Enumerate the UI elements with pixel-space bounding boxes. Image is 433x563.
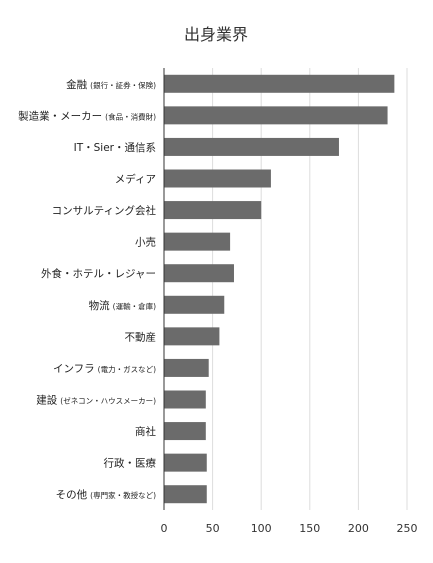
bar — [164, 327, 220, 346]
grid-lines — [212, 68, 408, 510]
category-label: 行政・医療 — [104, 457, 157, 470]
bar — [164, 106, 388, 125]
bar — [164, 390, 206, 409]
category-label: 不動産 — [125, 330, 157, 343]
category-label: 物流 (運輸・倉庫) — [89, 299, 156, 312]
x-tick-label: 0 — [161, 522, 168, 535]
category-label: メディア — [115, 173, 156, 186]
x-tick-label: 50 — [206, 522, 220, 535]
bar — [164, 232, 231, 251]
bar — [164, 74, 395, 93]
x-tick-label: 250 — [397, 522, 418, 535]
category-label: 建設 (ゼネコン・ハウスメーカー) — [36, 394, 156, 407]
bar — [164, 264, 234, 283]
chart-title: 出身業界 — [184, 25, 248, 44]
bar — [164, 485, 207, 504]
bar — [164, 295, 225, 314]
bar — [164, 453, 207, 472]
bars — [164, 74, 395, 504]
category-label: IT・Sier・通信系 — [74, 142, 156, 154]
x-tick-label: 100 — [251, 522, 272, 535]
category-label: 金融 (銀行・証券・保険) — [66, 78, 156, 91]
x-tick-label: 200 — [348, 522, 369, 535]
x-axis-ticks: 0 50 100 150 200 250 — [161, 522, 418, 535]
category-label: コンサルティング会社 — [52, 204, 157, 217]
category-label: インフラ (電力・ガスなど) — [53, 363, 156, 375]
x-tick-label: 150 — [299, 522, 320, 535]
bar — [164, 358, 209, 377]
bar — [164, 201, 262, 220]
bar — [164, 422, 206, 441]
category-label: その他 (専門家・教授など) — [56, 488, 156, 501]
bar — [164, 169, 271, 188]
bar — [164, 137, 339, 156]
category-label: 製造業・メーカー (食品・消費財) — [18, 109, 156, 122]
category-label: 外食・ホテル・レジャー — [41, 267, 156, 280]
category-labels: 金融 (銀行・証券・保険) 製造業・メーカー (食品・消費財) IT・Sier・通信系メ… — [18, 78, 156, 501]
category-label: 商社 — [135, 425, 156, 438]
category-label: 小売 — [135, 236, 156, 249]
